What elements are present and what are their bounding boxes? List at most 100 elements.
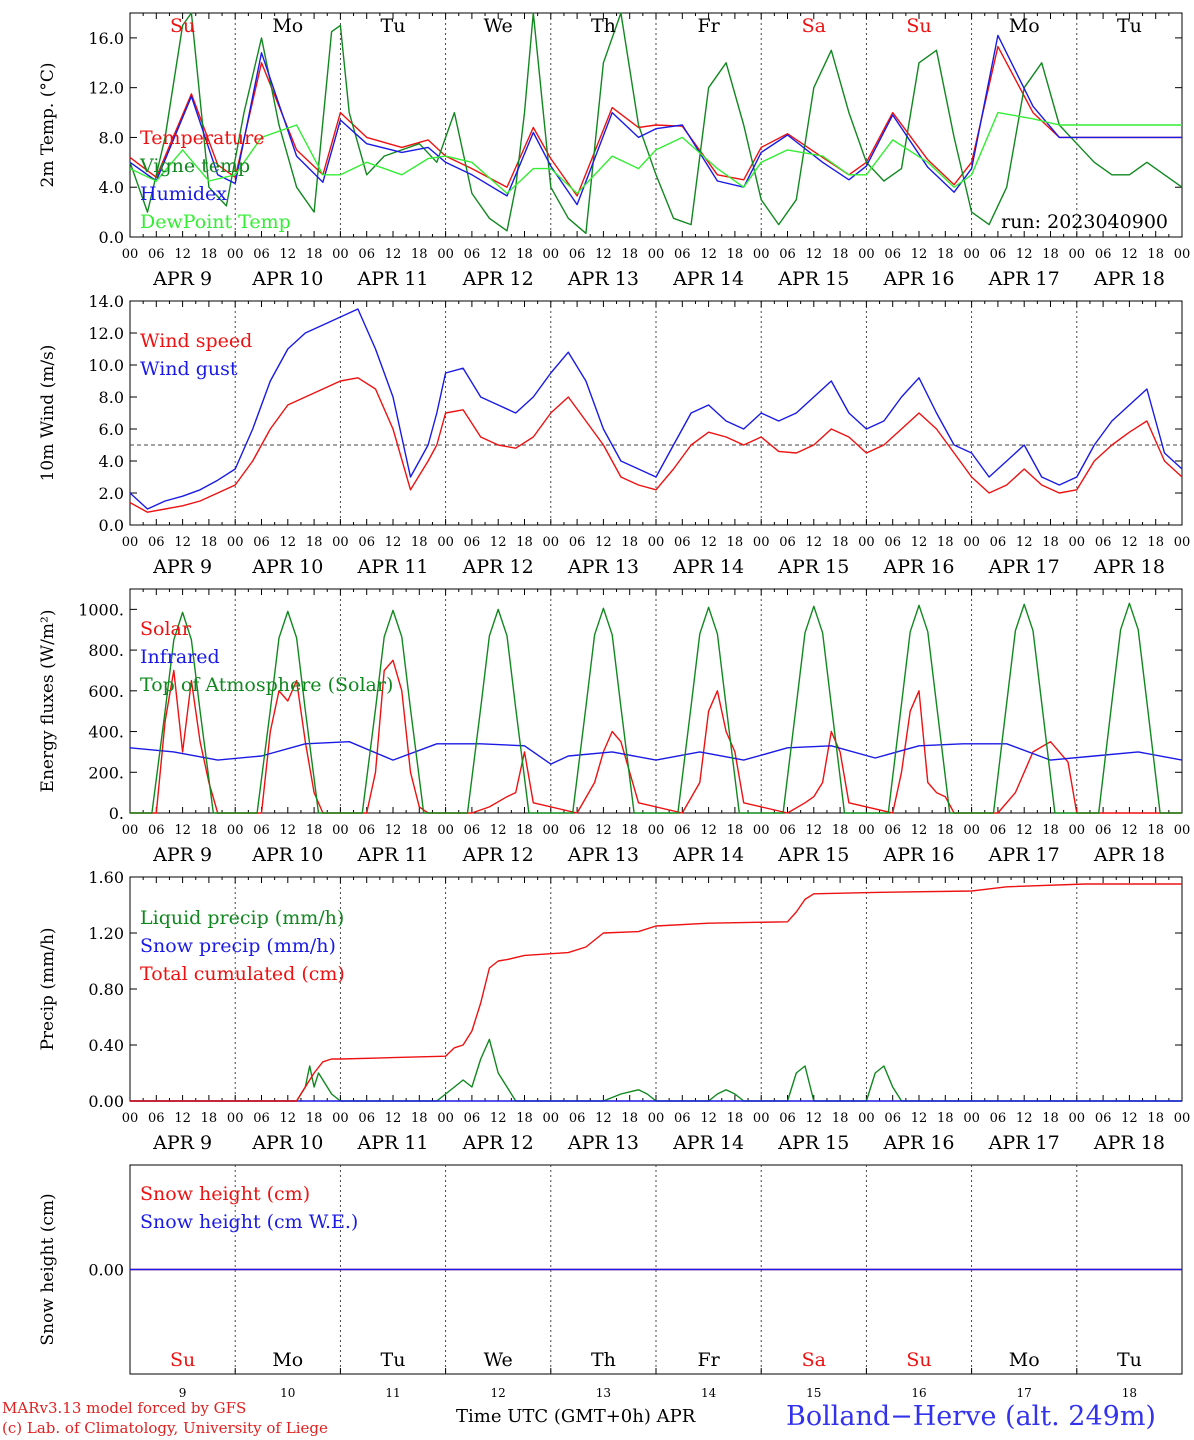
date-label: APR 9 [152, 844, 212, 866]
hour-tick-label: 18 [937, 535, 954, 550]
y-axis-label: 2m Temp. (°C) [38, 62, 58, 187]
hour-tick-label: 18 [1042, 535, 1059, 550]
hour-tick-label: 18 [516, 535, 533, 550]
date-label: APR 15 [777, 268, 849, 290]
hour-tick-label: 18 [516, 1111, 533, 1126]
date-label: APR 11 [356, 1132, 428, 1154]
hour-tick-label: 18 [832, 823, 849, 838]
hour-tick-label: 12 [490, 535, 507, 550]
series-line [129, 12, 1183, 235]
hour-tick-label: 00 [1174, 535, 1191, 550]
date-label: APR 18 [1093, 844, 1165, 866]
y-tick-label: 6.0 [99, 420, 124, 439]
date-label: APR 17 [988, 556, 1060, 578]
hour-tick-label: 06 [884, 823, 901, 838]
legend-entry: Snow height (cm W.E.) [140, 1211, 358, 1233]
y-tick-label: 2.0 [99, 484, 124, 503]
weekday-label: Tu [381, 1349, 406, 1371]
hour-tick-label: 00 [648, 1111, 665, 1126]
y-axis-label: 10m Wind (m/s) [38, 345, 58, 482]
y-axis-label: Precip (mm/h) [38, 927, 58, 1050]
date-label: APR 18 [1093, 268, 1165, 290]
hour-tick-label: 12 [911, 535, 928, 550]
hour-tick-label: 06 [148, 247, 165, 262]
hour-tick-label: 18 [727, 823, 744, 838]
hour-tick-label: 00 [753, 823, 770, 838]
hour-tick-label: 06 [148, 1111, 165, 1126]
hour-tick-label: 12 [385, 535, 402, 550]
y-tick-label: 0.00 [88, 1261, 124, 1280]
date-label: APR 11 [356, 844, 428, 866]
hour-tick-label: 00 [437, 823, 454, 838]
y-tick-label: 200. [88, 763, 124, 782]
series-line [129, 308, 1183, 510]
y-axis-label: Energy fluxes (W/m²) [38, 610, 58, 793]
hour-tick-label: 18 [832, 535, 849, 550]
legend-entry: Liquid precip (mm/h) [140, 907, 344, 929]
day-number-label: 18 [1122, 1386, 1137, 1400]
hour-tick-label: 00 [543, 1111, 560, 1126]
weekday-label: Mo [1009, 15, 1040, 37]
hour-tick-label: 12 [385, 1111, 402, 1126]
date-label: APR 14 [672, 1132, 744, 1154]
hour-tick-label: 12 [595, 247, 612, 262]
date-label: APR 13 [567, 268, 639, 290]
date-label: APR 10 [251, 556, 323, 578]
hour-tick-label: 12 [1121, 247, 1138, 262]
hour-tick-label: 12 [385, 247, 402, 262]
hour-tick-label: 00 [753, 1111, 770, 1126]
y-tick-label: 12.0 [88, 79, 124, 98]
date-label: APR 10 [251, 844, 323, 866]
weekday-label: Mo [1009, 1349, 1040, 1371]
hour-tick-label: 06 [1095, 535, 1112, 550]
y-tick-label: 14.0 [88, 292, 124, 311]
hour-tick-label: 12 [700, 1111, 717, 1126]
series-line [129, 45, 1182, 197]
hour-tick-label: 12 [1016, 1111, 1033, 1126]
hour-tick-label: 00 [1069, 247, 1086, 262]
date-label: APR 13 [567, 556, 639, 578]
hour-tick-label: 18 [1042, 823, 1059, 838]
series-line [130, 1038, 1182, 1102]
hour-tick-label: 18 [1147, 1111, 1164, 1126]
date-label: APR 18 [1093, 556, 1165, 578]
weekday-label: Fr [697, 1349, 720, 1371]
weekday-label: Su [170, 15, 195, 37]
lab-credit: (c) Lab. of Climatology, University of L… [2, 1419, 328, 1437]
weekday-label: Su [170, 1349, 195, 1371]
hour-tick-label: 18 [1042, 247, 1059, 262]
hour-tick-label: 00 [332, 535, 349, 550]
hour-tick-label: 06 [253, 247, 270, 262]
y-tick-label: 1000. [78, 600, 124, 619]
hour-tick-label: 18 [832, 247, 849, 262]
day-number-label: 14 [701, 1386, 717, 1400]
hour-tick-label: 12 [595, 1111, 612, 1126]
hour-tick-label: 00 [963, 535, 980, 550]
hour-tick-label: 00 [227, 247, 244, 262]
hour-tick-label: 18 [727, 535, 744, 550]
hour-tick-label: 18 [1147, 823, 1164, 838]
hour-tick-label: 18 [201, 823, 218, 838]
hour-tick-label: 00 [122, 1111, 139, 1126]
hour-tick-label: 18 [411, 247, 428, 262]
hour-tick-label: 06 [779, 535, 796, 550]
date-label: APR 12 [462, 268, 534, 290]
run-label: run: 2023040900 [1001, 211, 1168, 233]
hour-tick-label: 06 [253, 1111, 270, 1126]
hour-tick-label: 18 [937, 1111, 954, 1126]
date-label: APR 9 [152, 556, 212, 578]
hour-tick-label: 12 [490, 823, 507, 838]
y-tick-label: 0.40 [88, 1036, 124, 1055]
day-number-label: 10 [280, 1386, 295, 1400]
legend-entry: Wind speed [140, 330, 252, 352]
hour-tick-label: 12 [700, 535, 717, 550]
hour-tick-label: 00 [648, 535, 665, 550]
hour-tick-label: 18 [1147, 247, 1164, 262]
date-label: APR 13 [567, 1132, 639, 1154]
hour-tick-label: 00 [543, 247, 560, 262]
hour-tick-label: 00 [332, 823, 349, 838]
hour-tick-label: 00 [753, 247, 770, 262]
hour-tick-label: 12 [1016, 823, 1033, 838]
hour-tick-label: 06 [358, 535, 375, 550]
hour-tick-label: 00 [227, 823, 244, 838]
